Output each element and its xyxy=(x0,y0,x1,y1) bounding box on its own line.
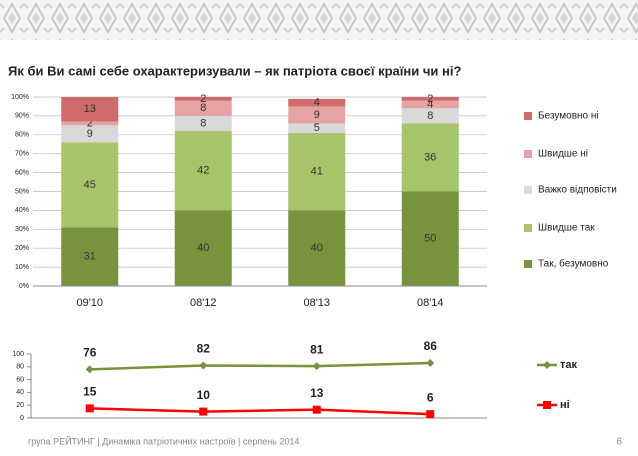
data-label: 40 xyxy=(311,242,323,254)
bar-segment xyxy=(61,97,119,122)
data-label: 2 xyxy=(427,93,433,105)
page-number: 6 xyxy=(616,437,622,448)
bar-segment xyxy=(174,115,232,132)
data-label: 8 xyxy=(200,102,206,114)
bar-segment xyxy=(288,210,346,286)
bar-segment xyxy=(61,125,119,143)
y-tick-label: 80 xyxy=(16,364,24,371)
line xyxy=(89,361,431,371)
y-tick-label: 60 xyxy=(16,376,24,383)
bar-segment xyxy=(288,123,346,133)
legend-marker xyxy=(524,186,532,194)
bar-segment xyxy=(288,98,346,107)
data-label: 13 xyxy=(84,103,96,115)
point xyxy=(426,358,435,367)
data-label: 15 xyxy=(83,385,97,399)
point xyxy=(312,405,321,414)
bar-segment xyxy=(174,100,232,116)
y-tick-label: 100% xyxy=(11,94,29,101)
point xyxy=(85,365,94,374)
legend-marker xyxy=(524,112,532,120)
x-tick-label: 09'10 xyxy=(76,297,103,309)
data-label: 9 xyxy=(87,128,93,140)
data-label: 36 xyxy=(424,151,436,163)
legend-label: Швидше ні xyxy=(538,149,588,160)
data-label: 42 xyxy=(197,165,209,177)
data-label: 31 xyxy=(84,251,96,263)
data-label: 41 xyxy=(311,166,323,178)
y-tick-label: 0 xyxy=(20,415,24,422)
point xyxy=(85,404,94,413)
bar-segment xyxy=(288,106,346,124)
bar-segment xyxy=(61,227,119,286)
y-tick-label: 10% xyxy=(15,264,29,271)
data-label: 8 xyxy=(427,110,433,122)
data-label: 40 xyxy=(197,242,209,254)
legend-marker xyxy=(543,361,551,369)
legend-marker xyxy=(524,150,532,158)
legend-label: Безумовно ні xyxy=(538,111,599,122)
data-label: 2 xyxy=(200,93,206,105)
bar-segment xyxy=(174,97,232,101)
data-label: 2 xyxy=(87,117,93,129)
data-label: 45 xyxy=(84,179,96,191)
data-label: 9 xyxy=(314,109,320,121)
bar-segment xyxy=(401,108,459,124)
y-tick-label: 40 xyxy=(16,389,24,396)
bar-segment xyxy=(174,210,232,286)
data-label: 5 xyxy=(314,122,320,134)
legend-label: Важко відповісти xyxy=(538,185,617,196)
legend-marker xyxy=(524,224,532,232)
bar-segment xyxy=(401,191,459,286)
title: Як би Ви самі себе охарактеризували – як… xyxy=(8,63,461,78)
data-label: 4 xyxy=(314,97,320,109)
y-tick-label: 70% xyxy=(15,151,29,158)
y-tick-label: 80% xyxy=(15,132,29,139)
y-tick-label: 60% xyxy=(15,169,29,176)
data-label: 4 xyxy=(427,98,433,110)
line xyxy=(89,407,431,416)
data-label: 81 xyxy=(310,342,324,356)
y-tick-label: 0% xyxy=(19,283,29,290)
x-tick-label: 08'13 xyxy=(303,297,330,309)
x-tick-label: 08'14 xyxy=(417,297,444,309)
y-tick-label: 90% xyxy=(15,113,29,120)
point xyxy=(199,361,208,370)
data-label: 6 xyxy=(427,390,434,404)
point xyxy=(312,362,321,371)
footer: група РЕЙТИНГ | Динаміка патріотичних на… xyxy=(28,435,299,446)
y-tick-label: 20 xyxy=(16,402,24,409)
y-tick-label: 40% xyxy=(15,207,29,214)
bar-segment xyxy=(61,142,119,228)
data-label: 76 xyxy=(83,346,97,360)
data-label: 50 xyxy=(424,233,436,245)
y-tick-label: 30% xyxy=(15,226,29,233)
bar-segment xyxy=(61,121,119,126)
bar-segment xyxy=(401,100,459,109)
data-label: 82 xyxy=(197,342,211,356)
ornament xyxy=(0,0,638,40)
legend-label: Швидше так xyxy=(538,223,595,234)
data-label: 8 xyxy=(200,117,206,129)
point xyxy=(426,410,435,419)
bar-segment xyxy=(401,123,459,192)
bar-segment xyxy=(401,97,459,101)
legend-marker xyxy=(543,401,551,409)
legend-label: так xyxy=(560,359,578,371)
data-label: 86 xyxy=(424,339,438,353)
x-tick-label: 08'12 xyxy=(190,297,217,309)
y-tick-label: 50% xyxy=(15,188,29,195)
y-tick-label: 100 xyxy=(12,351,24,358)
data-label: 13 xyxy=(310,386,324,400)
y-tick-label: 20% xyxy=(15,245,29,252)
legend-label: ні xyxy=(560,399,570,411)
legend-label: Так, безумовно xyxy=(538,258,609,270)
bar-segment xyxy=(288,132,346,211)
data-label: 10 xyxy=(197,388,211,402)
legend-marker xyxy=(524,260,532,268)
bar-segment xyxy=(174,131,232,211)
point xyxy=(199,407,208,416)
